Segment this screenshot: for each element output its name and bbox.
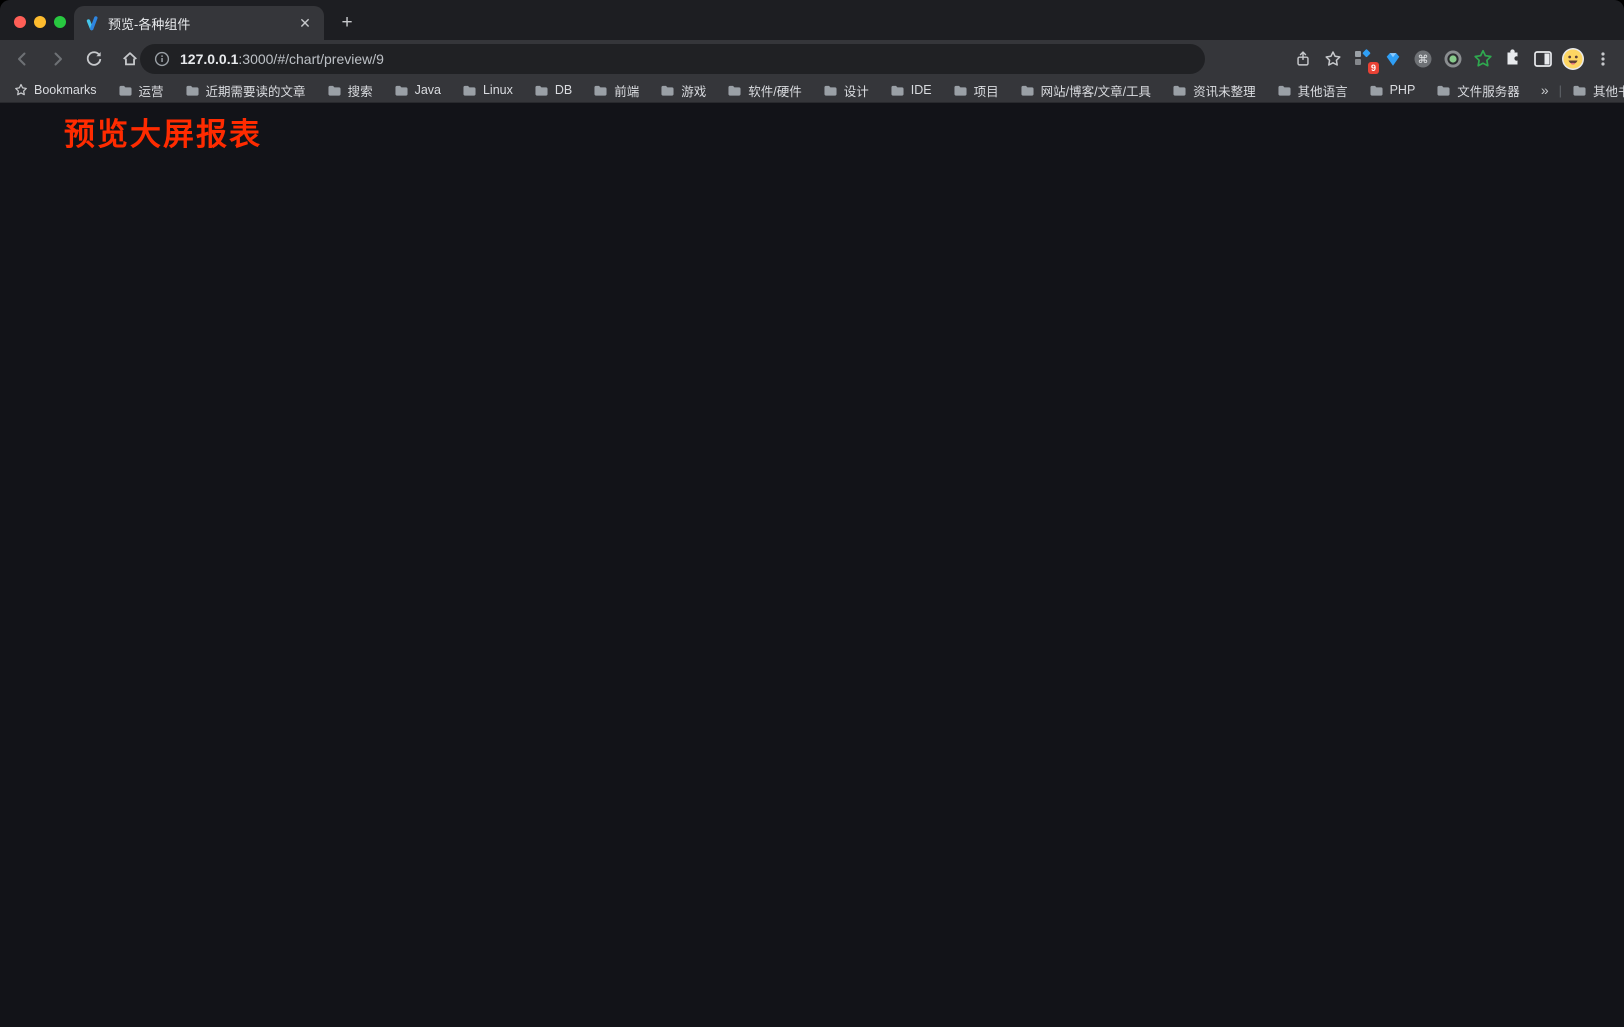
bookmark-folder[interactable]: Java	[394, 83, 441, 97]
folder-icon	[1021, 85, 1034, 96]
folder-icon	[118, 85, 132, 96]
close-window-button[interactable]	[14, 16, 26, 28]
folder-icon	[395, 85, 408, 96]
extension-grid-icon[interactable]: 9	[1350, 45, 1379, 74]
folder-icon	[661, 85, 674, 96]
url-host: 127.0.0.1	[180, 51, 239, 67]
extensions-puzzle-icon[interactable]	[1500, 45, 1526, 73]
star-icon	[15, 83, 27, 96]
folder-icon	[1278, 85, 1291, 96]
bookmark-label: PHP	[1389, 83, 1416, 97]
bookmark-label: Java	[414, 83, 441, 97]
bookmark-folder[interactable]: 运营	[118, 81, 164, 100]
folder-icon	[535, 85, 548, 96]
page-title: 预览大屏报表	[64, 117, 262, 152]
forward-button[interactable]	[44, 45, 72, 73]
bookmark-folder[interactable]: 设计	[823, 81, 869, 100]
bookmark-folder[interactable]: 项目	[953, 81, 999, 100]
bookmark-folder[interactable]: 资讯未整理	[1172, 81, 1256, 100]
bookmark-label: 网站/博客/文章/工具	[1040, 84, 1152, 99]
bookmark-folder[interactable]: 其他语言	[1277, 81, 1348, 100]
folder-icon	[594, 85, 607, 96]
tab-strip: 预览-各种组件 ✕ +	[0, 0, 1624, 40]
bookmarks-manager[interactable]: Bookmarks	[14, 83, 97, 97]
other-bookmarks-label: 其他书签	[1593, 84, 1624, 99]
bookmark-folder[interactable]: Linux	[462, 83, 513, 97]
url-bar[interactable]: 127.0.0.1:3000/#/chart/preview/9	[140, 44, 1205, 74]
folder-icon	[728, 85, 741, 96]
bookmark-folder[interactable]: 前端	[593, 81, 639, 100]
bookmark-star-icon[interactable]	[1320, 45, 1346, 73]
folder-icon	[891, 85, 904, 96]
side-panel-icon[interactable]	[1530, 45, 1556, 73]
minimize-window-button[interactable]	[34, 16, 46, 28]
tab-close-button[interactable]: ✕	[299, 15, 311, 31]
site-info-icon[interactable]	[154, 51, 170, 67]
new-tab-button[interactable]: +	[341, 12, 353, 33]
chart-grouped-bar	[45, 150, 435, 372]
extension-badge: 9	[1367, 62, 1379, 74]
bookmark-label: 项目	[973, 84, 999, 99]
folder-icon	[1573, 85, 1586, 96]
bookmarks-bar: Bookmarks 运营 近期需要读的文章 搜索 Java Linux DB 前端 游戏 软件/…	[0, 78, 1624, 103]
page-content: 预览大屏报表	[0, 103, 1624, 1027]
folder-icon	[1370, 85, 1383, 96]
bookmark-label: 文件服务器	[1457, 84, 1520, 99]
reload-button[interactable]	[80, 45, 108, 73]
bookmark-label: 软件/硬件	[748, 84, 802, 99]
folder-icon	[328, 85, 341, 96]
command-extension-icon[interactable]: ⌘	[1410, 45, 1436, 73]
bookmarks-label: Bookmarks	[34, 83, 97, 97]
record-extension-icon[interactable]	[1440, 45, 1466, 73]
folder-icon	[463, 85, 476, 96]
bookmark-label: DB	[554, 83, 573, 97]
bookmark-folder[interactable]: PHP	[1369, 83, 1416, 97]
folder-icon	[186, 85, 199, 96]
folder-icon	[1437, 85, 1450, 96]
bookmark-folder[interactable]: 网站/博客/文章/工具	[1020, 81, 1151, 100]
bookmarks-right: » | 其他书签	[1541, 81, 1624, 100]
bookmarks-overflow-button[interactable]: »	[1540, 82, 1549, 98]
bookmark-label: 运营	[138, 84, 164, 99]
bookmark-folder[interactable]: 文件服务器	[1436, 81, 1520, 100]
favicon	[84, 15, 100, 31]
bookmark-folder[interactable]: 游戏	[660, 81, 706, 100]
bookmark-label: 设计	[843, 84, 869, 99]
other-bookmarks-folder[interactable]: 其他书签	[1572, 81, 1624, 100]
bookmark-label: IDE	[910, 83, 932, 97]
menu-kebab-icon[interactable]	[1590, 45, 1616, 73]
bookmark-label: 游戏	[681, 84, 707, 99]
bookmarks-divider: |	[1558, 82, 1562, 98]
svg-text:⌘: ⌘	[1418, 54, 1429, 66]
profile-avatar[interactable]	[1560, 45, 1586, 73]
zoom-window-button[interactable]	[54, 16, 66, 28]
toolbar-right: 9 ⌘	[1290, 40, 1616, 78]
folder-icon	[954, 85, 967, 96]
folder-icon	[1173, 85, 1186, 96]
share-icon[interactable]	[1290, 45, 1316, 73]
bookmark-folder[interactable]: 软件/硬件	[727, 81, 802, 100]
bookmark-label: Linux	[482, 83, 513, 97]
back-button[interactable]	[8, 45, 36, 73]
gem-extension-icon[interactable]	[1380, 45, 1406, 73]
browser-toolbar: 127.0.0.1:3000/#/chart/preview/9 9 ⌘	[0, 40, 1624, 78]
home-button[interactable]	[116, 45, 144, 73]
bookmark-label: 前端	[614, 84, 640, 99]
bookmark-label: 其他语言	[1297, 84, 1348, 99]
bookmark-label: 搜索	[347, 84, 373, 99]
browser-tab[interactable]: 预览-各种组件 ✕	[74, 6, 324, 40]
bookmark-label: 资讯未整理	[1193, 84, 1256, 99]
bookmark-label: 近期需要读的文章	[205, 84, 306, 99]
green-star-extension-icon[interactable]	[1470, 45, 1496, 73]
bookmark-folder[interactable]: DB	[534, 83, 572, 97]
bookmark-folder[interactable]: IDE	[890, 83, 932, 97]
tab-title: 预览-各种组件	[108, 16, 191, 32]
url-path: :3000/#/chart/preview/9	[238, 51, 384, 67]
bookmark-folder[interactable]: 近期需要读的文章	[185, 81, 306, 100]
bookmark-folder[interactable]: 搜索	[327, 81, 373, 100]
folder-icon	[824, 85, 837, 96]
